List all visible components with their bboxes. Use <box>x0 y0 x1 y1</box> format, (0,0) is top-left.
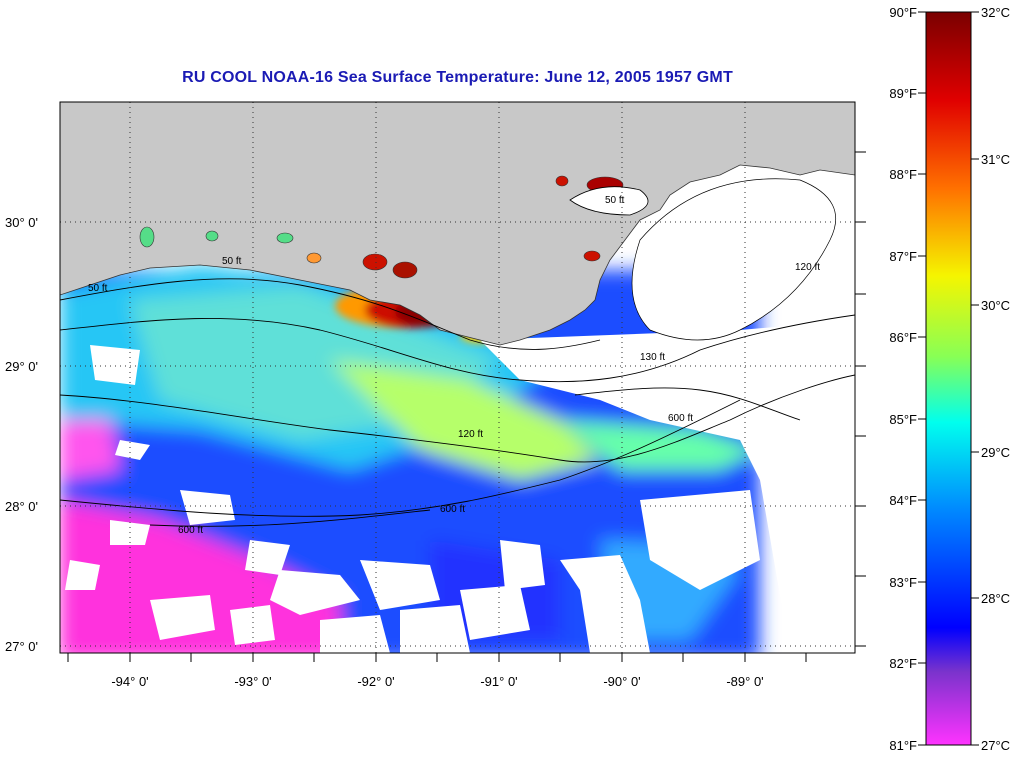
lon-label: -91° 0' <box>480 674 517 689</box>
colorbar-gradient <box>925 11 972 746</box>
contour-label: 600 ft <box>178 525 203 536</box>
fahrenheit-label: 82°F <box>889 656 917 671</box>
contour-label: 120 ft <box>795 262 820 273</box>
celsius-label: 27°C <box>981 738 1010 753</box>
lon-label: -92° 0' <box>357 674 394 689</box>
contour-label: 50 ft <box>88 283 108 294</box>
lat-label: 29° 0' <box>5 359 38 374</box>
graticule <box>60 102 855 653</box>
map-title: RU COOL NOAA-16 Sea Surface Temperature:… <box>182 69 733 86</box>
lon-label: -94° 0' <box>111 674 148 689</box>
fahrenheit-label: 86°F <box>889 330 917 345</box>
celsius-label: 28°C <box>981 591 1010 606</box>
contour-label: 50 ft <box>222 256 242 267</box>
celsius-label: 29°C <box>981 445 1010 460</box>
colorbar: 90°F 89°F 88°F 87°F 86°F 85°F 84°F 83°F … <box>889 5 1010 753</box>
celsius-label: 32°C <box>981 5 1010 20</box>
fahrenheit-label: 88°F <box>889 167 917 182</box>
map-frame <box>59 101 856 654</box>
fahrenheit-label: 84°F <box>889 493 917 508</box>
fahrenheit-label: 87°F <box>889 249 917 264</box>
lat-label: 27° 0' <box>5 639 38 654</box>
lat-label: 28° 0' <box>5 499 38 514</box>
depth-contours <box>60 278 855 527</box>
contour-label: 600 ft <box>668 413 693 424</box>
fahrenheit-label: 89°F <box>889 86 917 101</box>
tick-marks <box>67 151 866 662</box>
latitude-labels: 30° 0' 29° 0' 28° 0' 27° 0' <box>5 215 38 654</box>
lat-label: 30° 0' <box>5 215 38 230</box>
contour-label: 50 ft <box>605 195 625 206</box>
lon-label: -89° 0' <box>726 674 763 689</box>
lon-label: -93° 0' <box>234 674 271 689</box>
fahrenheit-label: 83°F <box>889 575 917 590</box>
fahrenheit-label: 90°F <box>889 5 917 20</box>
fahrenheit-label: 81°F <box>889 738 917 753</box>
contour-label: 600 ft <box>440 504 465 515</box>
sst-field: 50 ft 50 ft 50 ft 120 ft 120 ft 600 ft 6… <box>60 102 855 653</box>
celsius-label: 31°C <box>981 152 1010 167</box>
land-mass <box>60 102 855 346</box>
contour-label: 120 ft <box>458 429 483 440</box>
fahrenheit-label: 85°F <box>889 412 917 427</box>
longitude-labels: -94° 0' -93° 0' -92° 0' -91° 0' -90° 0' … <box>111 674 763 689</box>
cloud-mask <box>65 320 855 653</box>
contour-label: 130 ft <box>640 352 665 363</box>
celsius-label: 30°C <box>981 298 1010 313</box>
lon-label: -90° 0' <box>603 674 640 689</box>
